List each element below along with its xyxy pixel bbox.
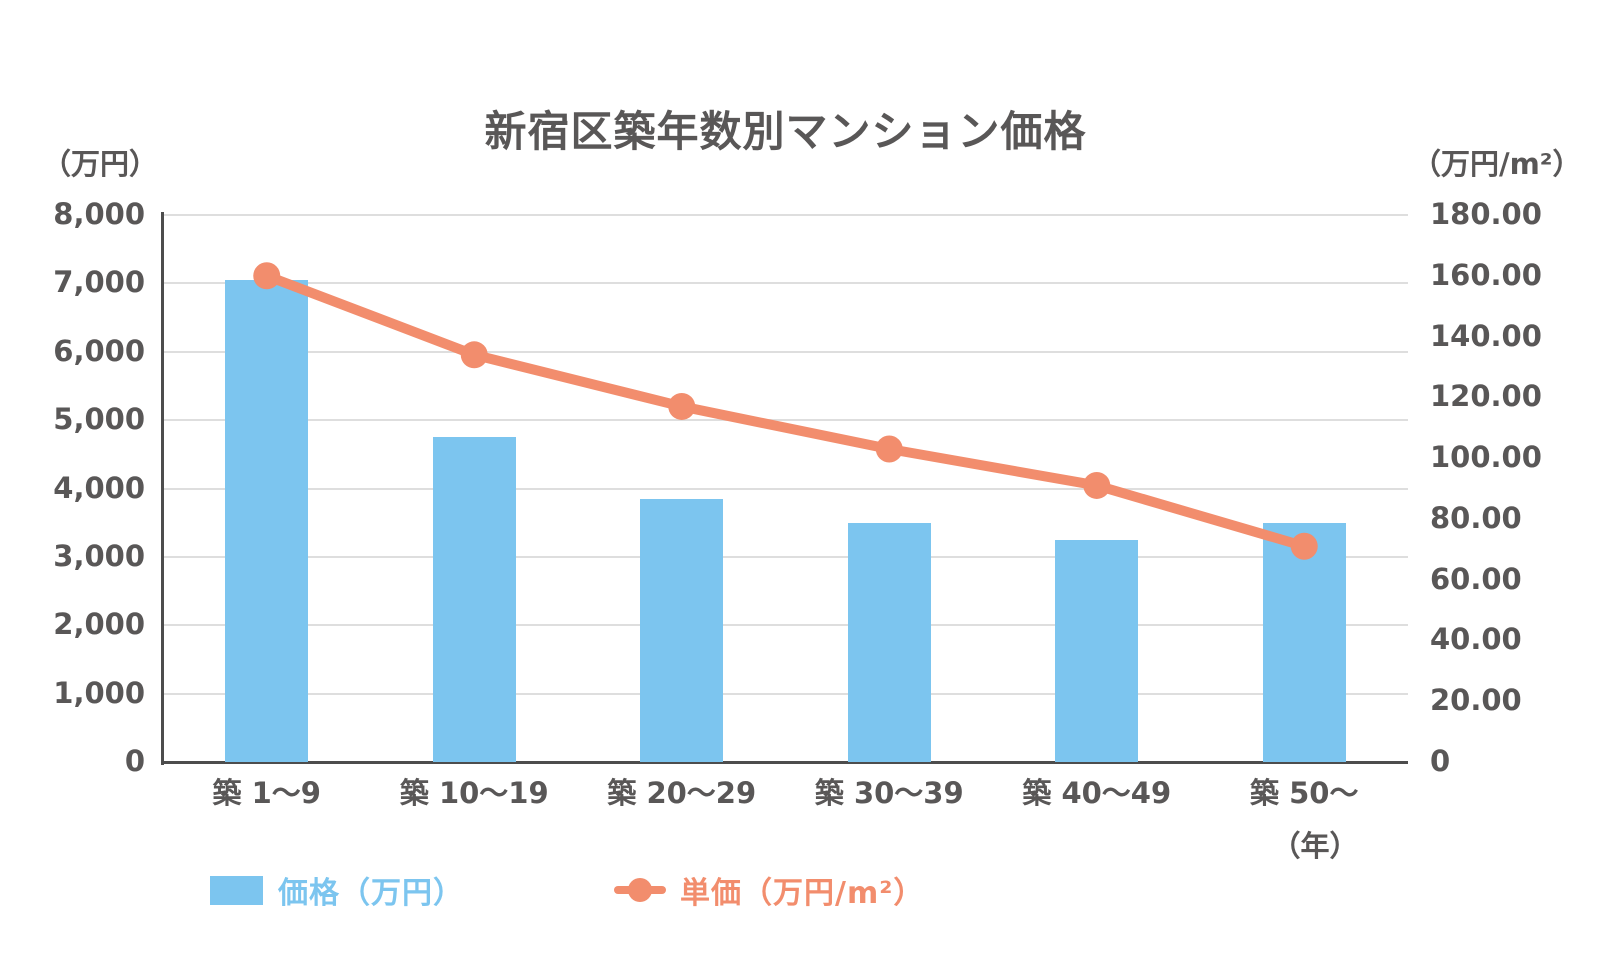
category-label: 築 40〜49 bbox=[1022, 776, 1172, 810]
price-bar bbox=[640, 498, 724, 762]
category-label: 築 10〜19 bbox=[399, 776, 549, 810]
unit-price-point bbox=[460, 341, 488, 369]
right-axis-tick-label: 40.00 bbox=[1430, 622, 1522, 657]
category-label: 築 20〜29 bbox=[607, 776, 757, 810]
left-axis-tick-label: 6,000 bbox=[53, 333, 145, 368]
right-axis-tick-label: 140.00 bbox=[1430, 318, 1542, 353]
gridline bbox=[163, 214, 1408, 216]
gridline bbox=[163, 692, 1408, 695]
right-axis-tick-label: 20.00 bbox=[1430, 683, 1522, 718]
gridline bbox=[163, 487, 1408, 490]
right-axis-tick-label: 100.00 bbox=[1430, 440, 1542, 475]
unit-price-point bbox=[1083, 471, 1111, 499]
right-axis-tick-label: 60.00 bbox=[1430, 561, 1522, 596]
legend-dot-icon bbox=[628, 878, 652, 902]
left-axis-tick-label: 0 bbox=[124, 744, 145, 778]
left-axis-unit-label: （万円） bbox=[42, 147, 159, 181]
left-axis-tick-label: 7,000 bbox=[53, 265, 145, 300]
price-bar bbox=[847, 522, 931, 762]
price-bar-legend-swatch bbox=[210, 875, 263, 905]
legend: 価格（万円） 単価（万円/m²） bbox=[210, 868, 924, 912]
gridline bbox=[163, 555, 1408, 558]
left-axis-tick-label: 3,000 bbox=[53, 538, 145, 573]
price-bar bbox=[225, 279, 309, 762]
left-axis-tick-label: 4,000 bbox=[53, 470, 145, 505]
price-bar-legend-label: 価格（万円） bbox=[278, 876, 464, 911]
left-axis-tick-label: 8,000 bbox=[53, 197, 145, 231]
right-axis-tick-label: 160.00 bbox=[1430, 257, 1542, 292]
unit-price-point bbox=[668, 392, 696, 420]
unit-price-line-legend-label: 単価（万円/m²） bbox=[680, 876, 925, 911]
x-axis-year-note: （年） bbox=[1271, 829, 1359, 863]
gridline bbox=[163, 624, 1408, 627]
unit-price-line bbox=[261, 270, 1310, 552]
category-label: 築 30〜39 bbox=[814, 776, 964, 810]
right-axis-tick-label: 0 bbox=[1430, 744, 1451, 778]
price-bar bbox=[1262, 522, 1346, 762]
unit-price-point bbox=[875, 435, 903, 463]
gridline bbox=[163, 350, 1408, 353]
right-axis-tick-label: 180.00 bbox=[1430, 197, 1542, 231]
gridline bbox=[163, 282, 1408, 285]
bottom-axis-line bbox=[161, 761, 1408, 764]
left-axis-tick-label: 1,000 bbox=[53, 675, 145, 710]
price-bar bbox=[1055, 539, 1139, 762]
chart-title: 新宿区築年数別マンション価格 bbox=[484, 107, 1087, 156]
gridline bbox=[163, 419, 1408, 422]
category-label: 築 1〜9 bbox=[212, 776, 321, 810]
price-bar bbox=[432, 437, 516, 762]
category-label: 築 50〜 bbox=[1250, 776, 1359, 810]
right-axis-unit-label: （万円/m²） bbox=[1412, 147, 1582, 181]
right-axis-tick-label: 80.00 bbox=[1430, 500, 1522, 535]
left-axis-line bbox=[161, 212, 164, 765]
right-axis-tick-label: 120.00 bbox=[1430, 379, 1542, 414]
left-axis-tick-label: 2,000 bbox=[53, 607, 145, 642]
left-axis-tick-label: 5,000 bbox=[53, 402, 145, 437]
unit-price-line-legend-swatch bbox=[614, 877, 666, 903]
